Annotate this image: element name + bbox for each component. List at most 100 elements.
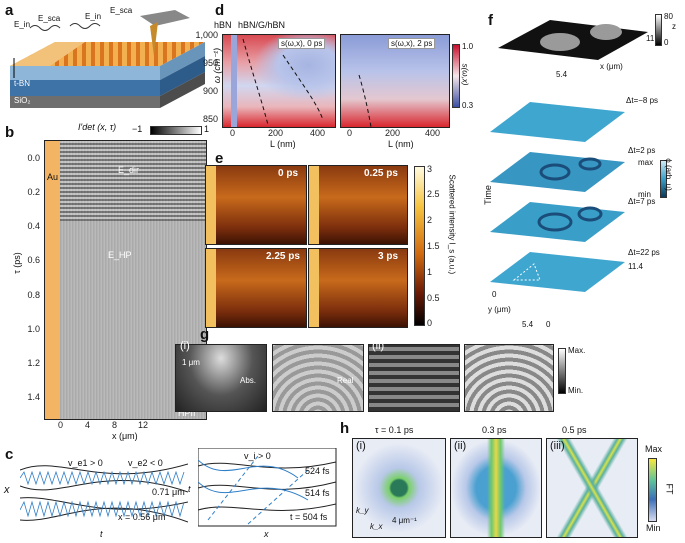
d-map-right <box>340 34 450 128</box>
h-cb-max: Max <box>645 444 663 454</box>
layer-tbn: t-BN <box>14 79 30 88</box>
xtick: 400 <box>310 128 326 138</box>
cb-max: 1 <box>204 124 210 134</box>
d-cb-max: 1.0 <box>462 42 474 51</box>
c-left-xlabel: t <box>100 529 103 539</box>
xtick: 8 <box>112 420 118 430</box>
xtick: 0 <box>58 420 64 430</box>
f-time-axis: Time <box>482 185 493 205</box>
e-time-2: 0.25 ps <box>364 168 398 179</box>
h-title-2: 0.3 ps <box>482 425 507 435</box>
h-sub-ii: (ii) <box>454 440 467 452</box>
ytick: 1,000 <box>195 30 218 40</box>
g-img-2 <box>272 344 364 412</box>
h-sub-iii: (iii) <box>550 440 565 452</box>
d-left-strip <box>231 35 237 127</box>
g-real: Real <box>337 376 354 385</box>
f-tick-0: 0 <box>492 290 497 299</box>
panel-h-label: h <box>340 420 350 437</box>
g-scale: 1 μm <box>182 358 200 367</box>
ytick: 0.0 <box>27 153 40 163</box>
cb-tick: 1 <box>427 267 433 277</box>
panel-c-label: c <box>5 446 14 463</box>
g-sub-ii: (ii) <box>372 340 385 352</box>
d-header-hgh: hBN/G/hBN <box>238 20 286 30</box>
ytick: 0.8 <box>27 290 40 300</box>
h-scale: 4 μm⁻¹ <box>392 516 417 525</box>
panel-b-colorbar <box>150 126 202 135</box>
field-ein-1: E_in <box>14 20 31 29</box>
f-tick-114: 11.4 <box>628 262 643 271</box>
f-top-tick-114: 11.4 <box>646 34 661 43</box>
f-zbar-max: 80 <box>664 12 673 21</box>
c-annot-524: 524 fs <box>305 466 330 476</box>
annot-hpii: HPII <box>178 408 196 418</box>
annot-edir: E_dir <box>118 165 140 175</box>
f-phase-label: ϕ (arb. u) <box>663 158 673 191</box>
h-ft-1 <box>352 438 446 538</box>
f-zbar-min: 0 <box>664 38 669 47</box>
ytick: 0.4 <box>27 221 40 231</box>
panel-b-title: I′det (x, τ) <box>78 122 117 132</box>
f-phase-bar <box>660 160 667 198</box>
e-colorbar <box>414 166 425 326</box>
field-esca-2: E_sca <box>110 6 133 15</box>
xtick: 200 <box>268 128 284 138</box>
h-kx: k_x <box>370 522 383 531</box>
ytick: 950 <box>202 58 218 68</box>
panel-e-label: e <box>215 150 224 167</box>
g-bar-min: Min. <box>568 386 584 395</box>
ytick: 900 <box>202 86 218 96</box>
g-sub-i: (i) <box>180 340 190 352</box>
panel-b-xlabel: x (μm) <box>112 431 138 441</box>
e-frame-3 <box>205 248 307 328</box>
h-ft-3 <box>546 438 638 538</box>
ytick: 1.0 <box>27 324 40 334</box>
f-ylabel: y (μm) <box>488 305 511 314</box>
g-img-3 <box>368 344 460 412</box>
f-time-3: Δt=7 ps <box>628 197 656 206</box>
f-topo <box>498 20 648 60</box>
panel-f-label: f <box>488 12 493 29</box>
d-cb-min: 0.3 <box>462 101 474 110</box>
c-annot-ve2: v_e2 < 0 <box>128 458 163 468</box>
e-frame-4 <box>308 248 408 328</box>
g-abs: Abs. <box>240 376 257 385</box>
h-sub-i: (i) <box>356 440 366 452</box>
e-frame-1 <box>205 165 307 245</box>
e-time-1: 0 ps <box>278 168 299 179</box>
cb-min: −1 <box>132 124 143 134</box>
cb-tick: 1.5 <box>427 241 440 251</box>
f-time-2: Δt=2 ps <box>628 146 656 155</box>
field-esca-1: E_sca <box>38 14 61 23</box>
e-time-3: 2.25 ps <box>266 251 300 262</box>
e-gold-edge <box>206 166 216 244</box>
xtick: 0 <box>347 128 353 138</box>
ytick: 0.6 <box>27 255 40 265</box>
d-xlabel-right: L (nm) <box>388 139 414 149</box>
f-phase-min: min <box>638 190 651 199</box>
panel-b-plot <box>44 140 207 420</box>
panel-a-label: a <box>5 2 14 19</box>
d-xlabel-left: L (nm) <box>270 139 296 149</box>
c-right-ylabel: t <box>188 484 191 494</box>
h-colorbar <box>648 458 657 522</box>
e-gold-edge <box>309 249 319 327</box>
g-img-1 <box>175 344 267 412</box>
panel-a-schematic <box>10 10 205 108</box>
f-tick-54: 5.4 <box>522 320 534 329</box>
c-annot-056: x = 0.56 μm <box>118 512 166 522</box>
field-ein-2: E_in <box>85 12 102 21</box>
ytick: 850 <box>202 114 218 124</box>
panel-c-left <box>20 463 188 523</box>
e-time-4: 3 ps <box>378 251 399 262</box>
dark-stripes <box>60 141 206 221</box>
f-stack <box>490 102 625 292</box>
g-img-4 <box>464 344 554 412</box>
cb-tick: 2 <box>427 215 433 225</box>
xtick: 0 <box>230 128 236 138</box>
e-gold-edge <box>206 249 216 327</box>
d-cb-label: s(ω,x) <box>460 63 470 86</box>
annot-ehp: E_HP <box>108 250 132 260</box>
d-subtitle-left: s(ω,x), 0 ps <box>278 38 326 49</box>
